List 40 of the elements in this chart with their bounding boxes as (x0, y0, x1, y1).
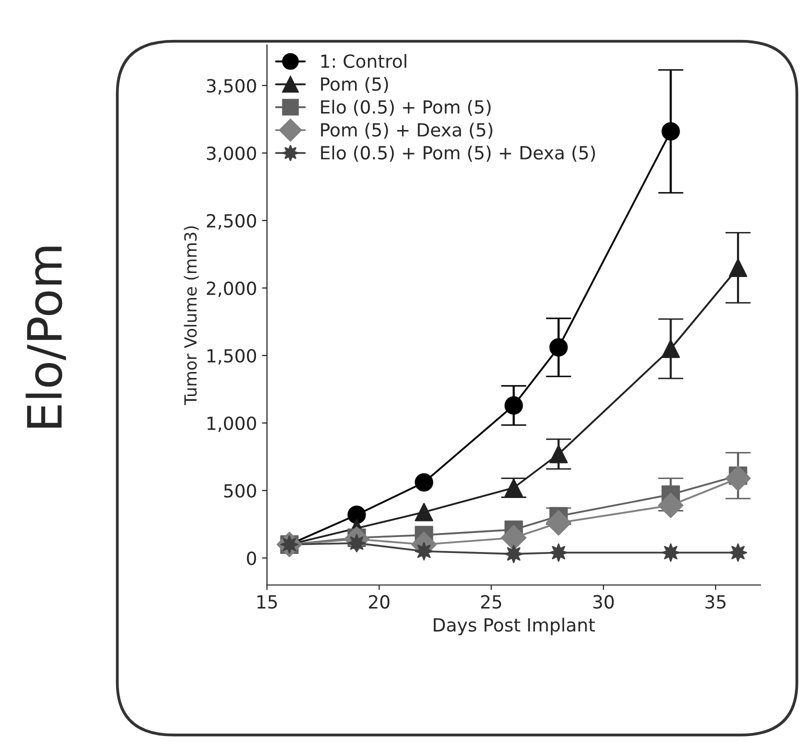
point (728, 258, 748, 277)
point (414, 542, 434, 560)
point (725, 466, 751, 492)
y-tick-label: 2,500 (206, 214, 256, 230)
y-axis-title: Tumor Volume (mm3) (184, 226, 199, 406)
point (347, 506, 366, 524)
point (504, 396, 523, 415)
x-tick-label: 25 (481, 595, 502, 609)
point (414, 502, 434, 522)
point (662, 340, 680, 358)
point (414, 473, 434, 492)
x-tick-label: 20 (368, 595, 390, 609)
y-tick-label: 500 (224, 484, 256, 498)
y-tick-label: 2,000 (206, 281, 256, 297)
point (662, 122, 680, 141)
y-tick-label: 0 (246, 551, 256, 566)
y-tick-label: 1,000 (208, 416, 256, 432)
point (500, 525, 526, 550)
y-tick-label: 1,500 (208, 348, 256, 364)
x-axis-title: Days Post Implant (434, 618, 595, 636)
legend-label: Pom (5) + Dexa (5) (321, 122, 492, 139)
text: Elo/Pom (26, 246, 66, 428)
point (549, 444, 568, 464)
y-tick-label: 3,500 (206, 78, 256, 94)
point (549, 543, 568, 562)
point (504, 544, 523, 564)
point (728, 543, 748, 562)
y-tick-label: 3,000 (206, 146, 256, 162)
x-tick-label: 15 (257, 595, 277, 609)
point (549, 338, 568, 357)
point (658, 492, 684, 518)
x-tick-label: 30 (593, 595, 614, 609)
point (662, 543, 680, 562)
point (546, 510, 572, 536)
point (504, 478, 523, 497)
legend-label: Pom (5) (321, 76, 388, 94)
x-tick-label: 35 (705, 595, 726, 609)
legend-label: Elo (0.5) + Pom (5) + Dexa (5) (321, 146, 595, 162)
legend-label: Elo (0.5) + Pom (5) (321, 100, 491, 116)
legend-label: 1: Control (321, 54, 406, 68)
